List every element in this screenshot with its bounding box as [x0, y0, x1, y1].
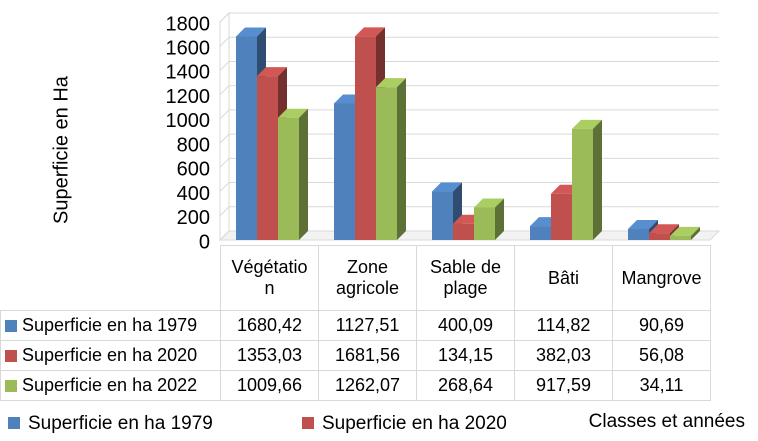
y-tick-label: 400: [177, 183, 210, 205]
grid-line: [219, 85, 719, 96]
legend-swatch: [8, 417, 20, 429]
legend-label: Superficie en ha 1979: [28, 413, 213, 434]
bar: [236, 36, 257, 240]
series-name: Superficie en ha 2022: [22, 375, 198, 395]
legend-swatch: [5, 350, 17, 363]
bar-top: [236, 27, 266, 37]
x-axis-title: Classes et années: [589, 411, 745, 432]
y-axis-title: Superficie en Ha: [50, 75, 72, 224]
bar: [257, 76, 278, 241]
legend-label: Superficie en ha 2020: [322, 413, 507, 434]
category-label: Végétation: [220, 245, 319, 311]
series-row: Superficie en ha 1979 1680,42 1127,51 400,0…: [0, 310, 711, 341]
y-tick-label: 1600: [166, 38, 211, 60]
y-tick-label: 1400: [166, 62, 211, 84]
bar: [453, 223, 474, 240]
grid-line: [219, 157, 719, 168]
bar-top: [355, 27, 385, 37]
series-name: Superficie en ha 1979: [22, 315, 198, 335]
grid-line: [219, 36, 719, 47]
y-tick-label: 200: [177, 207, 210, 229]
bar: [649, 233, 670, 240]
value-cell: 114,82: [514, 310, 613, 341]
grid-line: [219, 133, 719, 144]
value-cell: 382,03: [514, 340, 613, 371]
value-cell: 1009,66: [220, 370, 319, 401]
value-cell: 1262,07: [318, 370, 417, 401]
y-tick-label: 1000: [166, 110, 211, 132]
row-header: Superficie en ha 1979: [0, 310, 221, 341]
grid-line: [219, 12, 719, 23]
bar: [278, 117, 299, 240]
value-cell: 134,15: [416, 340, 515, 371]
bar-top: [376, 78, 406, 88]
category-label: Mangrove: [612, 245, 711, 311]
value-cell: 917,59: [514, 370, 613, 401]
bar: [376, 87, 397, 241]
bar-top: [649, 224, 679, 234]
bar: [355, 36, 376, 241]
value-cell: 1127,51: [318, 310, 417, 341]
bar-top: [257, 67, 287, 77]
bar-side: [691, 226, 700, 240]
y-tick-label: 1200: [166, 86, 211, 108]
bar: [572, 128, 593, 240]
bar-top: [432, 182, 462, 192]
bar-side: [397, 78, 406, 241]
row-header: Superficie en ha 2022: [0, 370, 221, 401]
y-tick-label: 0: [199, 231, 210, 253]
data-table: Végétation Zone agricole Sable de plage Bât…: [0, 245, 711, 401]
value-cell: 90,69: [612, 310, 711, 341]
y-tick-label: 1800: [166, 13, 211, 35]
value-cell: 1681,56: [318, 340, 417, 371]
value-cell: 268,64: [416, 370, 515, 401]
legend-swatch: [5, 320, 17, 333]
value-cell: 400,09: [416, 310, 515, 341]
series-row: Superficie en ha 2022 1009,66 1262,07 268,6…: [0, 370, 711, 401]
corner: [1, 246, 221, 311]
category-label: Sable de plage: [416, 245, 515, 311]
legend-swatch: [302, 417, 314, 429]
bar-side: [299, 108, 308, 240]
series-name: Superficie en ha 2020: [22, 345, 198, 365]
value-cell: 34,11: [612, 370, 711, 401]
legend-swatch: [5, 380, 17, 393]
bar: [334, 103, 355, 240]
grid-line: [219, 109, 719, 120]
y-tick-label: 800: [177, 134, 210, 156]
category-label: Zone agricole: [318, 245, 417, 311]
back-wall: [219, 11, 230, 242]
category-label: Bâti: [514, 245, 613, 311]
bar: [628, 229, 649, 240]
y-tick-label: 600: [177, 159, 210, 181]
row-header: Superficie en ha 2020: [0, 340, 221, 371]
bar-top: [572, 119, 602, 129]
grid-line: [219, 182, 719, 192]
bar: [474, 207, 495, 240]
bar-top: [278, 108, 308, 118]
value-cell: 1680,42: [220, 310, 319, 341]
header-row: Végétation Zone agricole Sable de plage Bât…: [1, 245, 711, 311]
grid-line: [219, 60, 719, 71]
bar-top: [670, 226, 700, 236]
bar: [432, 191, 453, 240]
series-row: Superficie en ha 2020 1353,03 1681,56 134,1…: [0, 340, 711, 371]
value-cell: 56,08: [612, 340, 711, 371]
bar-side: [593, 119, 602, 240]
bar-side: [495, 198, 504, 240]
bar-top: [474, 198, 504, 208]
bar: [670, 235, 691, 240]
bar: [551, 193, 572, 240]
bar: [530, 226, 551, 240]
value-cell: 1353,03: [220, 340, 319, 371]
bar-top: [628, 220, 658, 230]
